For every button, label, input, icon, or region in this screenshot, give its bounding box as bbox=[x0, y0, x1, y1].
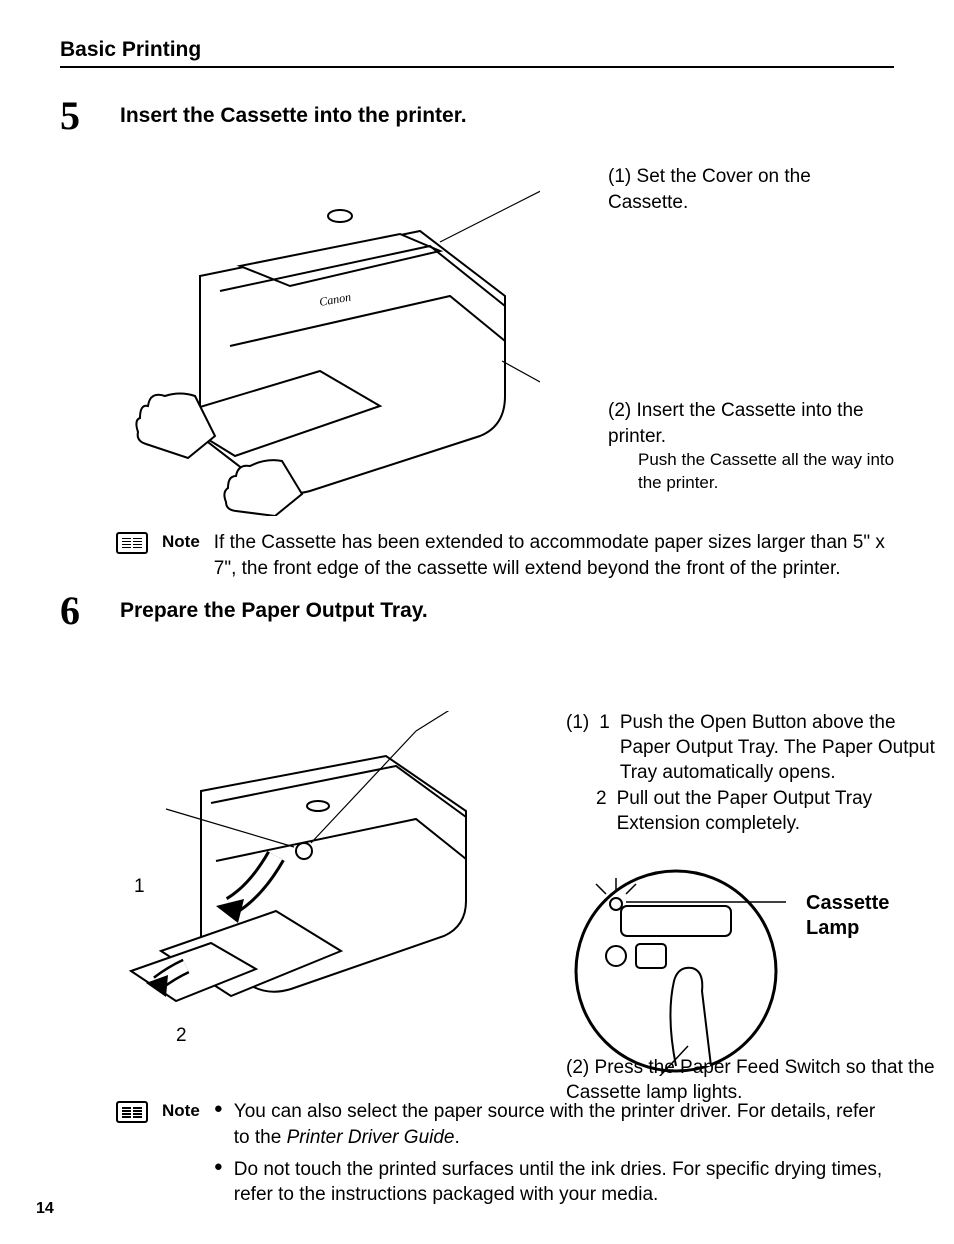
printer-illustration-2 bbox=[116, 711, 516, 1041]
note-1-row: Note If the Cassette has been extended t… bbox=[116, 530, 894, 581]
figure-1-area: Canon (1) Set the Cover on the Cassette.… bbox=[110, 146, 894, 516]
callout2-sub: Push the Cassette all the way into the p… bbox=[638, 449, 918, 495]
callout2-prefix: (2) bbox=[608, 400, 631, 421]
note-icon bbox=[116, 1101, 148, 1123]
step-6-number: 6 bbox=[60, 591, 100, 631]
step5-callout-1: (1) Set the Cover on the Cassette. bbox=[608, 164, 888, 215]
callout1-text: Set the Cover on the Cassette. bbox=[608, 166, 811, 213]
step6-callout-2: (2) Press the Paper Feed Switch so that … bbox=[566, 1056, 946, 1105]
step-5-number: 5 bbox=[60, 96, 100, 136]
step-6-row: 6 Prepare the Paper Output Tray. bbox=[60, 591, 894, 631]
sub2-num: 2 bbox=[596, 787, 607, 836]
step-5-row: 5 Insert the Cassette into the printer. bbox=[60, 96, 894, 136]
sub1-text: Push the Open Button above the Paper Out… bbox=[620, 711, 946, 785]
printer-figure-2: 1 2 bbox=[116, 711, 516, 1041]
note2-b1-c: . bbox=[455, 1127, 460, 1148]
step-5-title: Insert the Cassette into the printer. bbox=[120, 104, 467, 128]
callout2b-text: Press the Paper Feed Switch so that the … bbox=[566, 1057, 935, 1103]
section-header: Basic Printing bbox=[60, 38, 894, 68]
detail-circle bbox=[566, 866, 786, 1076]
cassette-lamp-label: Cassette Lamp bbox=[806, 891, 894, 941]
note2-b1-b: Printer Driver Guide bbox=[287, 1127, 455, 1148]
step-6-title: Prepare the Paper Output Tray. bbox=[120, 599, 428, 623]
note-2-row: Note You can also select the paper sourc… bbox=[116, 1099, 894, 1214]
note-icon bbox=[116, 532, 148, 554]
callout1-prefix: (1) bbox=[566, 711, 589, 785]
printer-illustration-1: Canon bbox=[110, 146, 540, 516]
step6-callout-1-block: (1) 1 Push the Open Button above the Pap… bbox=[566, 711, 946, 838]
sub2-text: Pull out the Paper Output Tray Extension… bbox=[617, 787, 946, 836]
note2-bullet-1: You can also select the paper source wit… bbox=[214, 1099, 894, 1150]
step5-callout-2: (2) Insert the Cassette into the printer… bbox=[608, 398, 918, 495]
fig2-label-1: 1 bbox=[134, 876, 145, 898]
note-2-text-area: You can also select the paper source wit… bbox=[214, 1099, 894, 1214]
callout2b-prefix: (2) bbox=[566, 1057, 589, 1078]
page-number: 14 bbox=[36, 1200, 54, 1218]
sub1-num: 1 bbox=[599, 711, 610, 785]
figure-2-area: 1 2 bbox=[116, 711, 894, 1041]
printer-figure-1: Canon bbox=[110, 146, 540, 516]
note-1-label: Note bbox=[162, 532, 200, 552]
note2-bullet-2: Do not touch the printed surfaces until … bbox=[214, 1157, 894, 1208]
note-1-text: If the Cassette has been extended to acc… bbox=[214, 530, 894, 581]
note-2-label: Note bbox=[162, 1101, 200, 1121]
fig2-label-2: 2 bbox=[176, 1025, 187, 1047]
callout2-text: Insert the Cassette into the printer. bbox=[608, 400, 864, 447]
callout1-prefix: (1) bbox=[608, 166, 631, 187]
